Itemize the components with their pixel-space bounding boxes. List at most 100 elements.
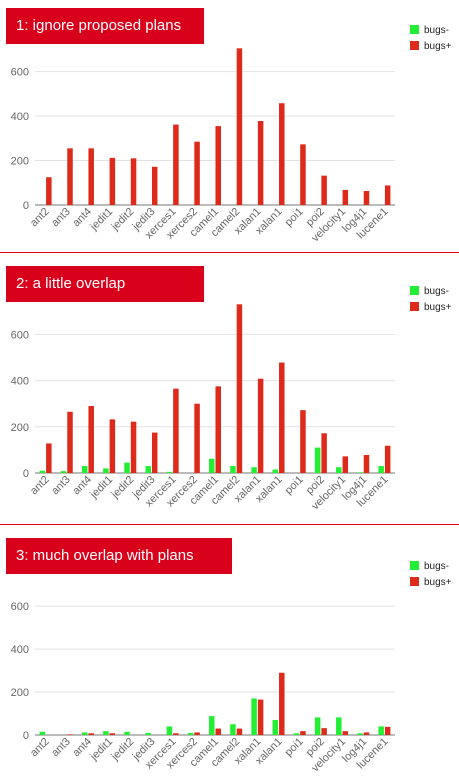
bar-bugsplus [300,410,306,473]
y-tick-label: 200 [11,156,29,168]
bar-bugsplus [363,191,370,205]
legend-swatch [410,561,419,570]
bar-bugsminus [60,471,67,473]
bar-bugsplus [88,733,94,735]
x-tick-label: ant3 [49,736,73,760]
legend-label: bugs+ [424,41,452,52]
x-tick-label: ant2 [28,206,52,230]
bar-bugsplus [173,124,179,205]
y-tick-label: 0 [23,468,29,480]
x-tick-label: jedit2 [109,206,137,234]
x-tick-label: ant2 [28,474,52,498]
bar-bugsplus [321,433,327,473]
bar-bugsminus [357,733,363,735]
bar-bugsplus [67,734,73,735]
bar-bugsminus [357,472,363,473]
y-tick-label: 0 [23,200,29,212]
bar-bugsplus [236,48,243,206]
chart-panel-1: 1: ignore proposed plans 0 200 400 600 ant2 a… [0,0,459,250]
bar-bugsminus [145,466,151,473]
y-tick-label: 400 [11,111,29,123]
bar-bugsminus [81,732,88,735]
bar-bugsplus [384,726,391,735]
bar-bugsminus [336,717,342,735]
bar-bugsplus [384,445,391,473]
x-tick-label: jedit1 [87,206,115,234]
y-tick-label: 600 [11,601,29,613]
x-tick-label: ant2 [28,736,52,760]
bar-bugsplus [194,141,200,205]
bar-bugsplus [257,378,264,473]
bar-bugsminus [272,719,279,735]
bar-bugsplus [109,733,116,735]
bar-bugsplus [151,166,158,205]
chart-title-banner: 2: a little overlap [6,266,204,302]
bar-chart-3: 0200400600ant2ant3ant4jedit1jedit2jedit3… [11,561,452,774]
bar-bugsminus [230,466,236,473]
bar-bugsplus [46,443,52,473]
bar-bugsplus [215,728,221,735]
chart-title-banner: 1: ignore proposed plans [6,8,204,44]
bar-bugsplus [130,421,137,473]
bar-bugsminus [378,466,384,473]
bar-bugsminus [81,466,88,473]
panel-divider [0,252,459,253]
bar-bugsplus [279,103,285,205]
bar-bugsplus [88,148,94,205]
bar-bugsminus [103,468,109,473]
bar-bugsplus [236,728,243,735]
legend-swatch [410,302,419,311]
bar-bugsplus [194,732,200,735]
chart-panel-3: 3: much overlap with plans 0 200 400 600 ant… [0,534,459,781]
y-tick-label: 400 [11,376,29,388]
bar-bugsminus [314,717,321,735]
legend-label: bugs- [424,25,449,36]
bar-bugsplus [109,157,116,205]
legend-label: bugs- [424,561,449,572]
bar-bugsplus [300,731,306,735]
bar-bugsminus [39,470,46,473]
bar-bugsminus [166,726,173,735]
legend-swatch [410,286,419,295]
bar-bugsplus [321,728,327,735]
bar-bugsplus [363,454,370,473]
bar-bugsplus [194,403,200,473]
bar-bugsplus [151,432,158,473]
legend-swatch [410,577,419,586]
bar-bugsplus [236,304,243,473]
x-tick-label: poi1 [283,736,306,759]
bar-bugsplus [130,158,137,205]
bar-bugsplus [321,175,327,205]
bar-bugsminus [314,447,321,473]
bar-bugsplus [342,456,349,473]
bar-bugsplus [300,144,306,205]
legend-label: bugs+ [424,577,452,588]
bar-bugsminus [124,462,130,473]
bar-bugsminus [187,732,194,735]
bar-bugsplus [384,185,391,205]
y-tick-label: 600 [11,67,29,79]
bar-bugsminus [336,467,342,473]
bar-bugsplus [363,732,370,735]
bar-bugsplus [257,121,264,205]
x-tick-label: poi1 [283,206,306,229]
x-tick-label: jedit2 [109,736,137,764]
chart-panel-2: 2: a little overlap 0 200 400 600 ant2 ant3 an… [0,262,459,524]
y-tick-label: 200 [11,687,29,699]
bar-bugsplus [215,386,221,473]
bar-bugsminus [166,471,173,473]
bar-bugsminus [251,698,257,735]
bar-bugsplus [88,405,94,473]
panel-divider [0,524,459,525]
y-tick-label: 600 [11,329,29,341]
bar-bugsplus [67,148,73,205]
bar-bugsminus [39,731,46,735]
bar-bugsplus [173,388,179,473]
bar-bugsplus [109,419,116,473]
bar-bugsminus [293,733,300,735]
chart-title-banner: 3: much overlap with plans [6,538,232,574]
bar-bugsplus [215,126,221,205]
x-tick-label: jedit1 [87,474,115,502]
x-tick-label: ant3 [49,206,73,230]
bar-bugsminus [272,469,279,473]
